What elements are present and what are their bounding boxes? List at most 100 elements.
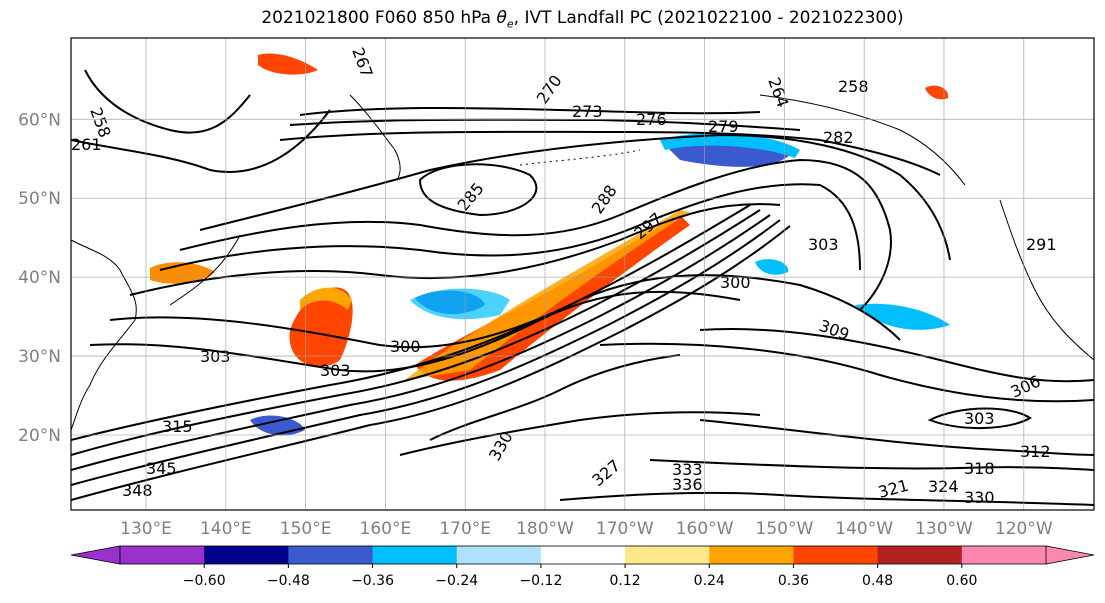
lon-tick-label: 180°W [516,519,574,539]
contour-jet-2 [71,209,761,456]
colorbar-tick-label: 0.48 [862,573,893,589]
contour-303-east [927,407,1032,430]
contour-label-303: 303 [200,347,231,366]
contour-label-258-east: 258 [838,77,869,96]
contour-label-318: 318 [964,459,995,478]
theta-e-contours [71,69,1094,506]
contour-label-324: 324 [928,477,959,496]
coastline-aleutians [519,149,641,166]
colorbar-segment [540,546,626,564]
colorbar-segment [877,546,963,564]
contour-label-312: 312 [1020,442,1051,461]
title-prefix: 2021021800 F060 850 hPa [261,8,497,28]
shading-negative-ne [855,303,950,330]
colorbar-tick-label: −0.36 [351,573,394,589]
colorbar-frame [119,545,1047,565]
colorbar: −0.60 −0.48 −0.36 −0.24 −0.12 0.12 0.24 0.36 0.4… [70,545,1095,589]
contour-312 [699,419,1094,456]
colorbar-segment [120,546,205,564]
shading-negative-bering-edge [660,133,800,158]
lat-tick-label: 50°N [18,189,61,209]
lat-tick-label: 60°N [18,110,61,130]
colorbar-segment [709,546,794,564]
colorbar-segment [456,546,542,564]
coastline-kamchatka [349,94,401,179]
map-panel: 258 261 267 270 273 276 279 282 285 288 … [70,37,1095,511]
map-title: 2021021800 F060 850 hPa θe, IVT Landfall… [0,8,1105,30]
coastline-japan [169,234,241,306]
colorbar-over-extend [1045,545,1095,565]
shading-positive-alaska [925,85,949,100]
contour-label-330-east: 330 [964,488,995,507]
lon-tick-label: 140°E [200,519,252,539]
contour-label-300-east: 300 [720,273,751,292]
colorbar-tick-label: 0.60 [946,573,977,589]
colorbar-segment [793,546,879,564]
contour-label-303-north: 303 [808,235,839,254]
gridlines [71,38,1094,510]
contour-291 [159,183,861,271]
title-theta-subscript: e [506,17,514,31]
lon-tick-label: 170°W [596,519,654,539]
contour-jet-5 [71,225,791,501]
map-border [70,37,1095,511]
contour-jet-4 [71,219,781,486]
colorbar-segment [288,546,374,564]
title-suffix: , IVT Landfall PC (2021022100 - 20210223… [513,8,904,28]
contour-label-300: 300 [390,337,421,356]
colorbar-tick-label: −0.60 [183,573,226,589]
contour-label-336: 336 [672,475,703,494]
shading-positive-jet-edge [405,210,690,380]
lon-tick-label: 170°E [439,519,491,539]
contour-label-348: 348 [122,481,153,500]
lat-tick-label: 20°N [18,426,61,446]
lon-tick-label: 150°W [756,519,814,539]
contour-label-279: 279 [708,117,739,136]
contour-258 [84,69,251,134]
contour-273 [299,106,761,116]
shading-positive-blob-west-edge [300,287,352,310]
latitude-axis: 60°N 50°N 40°N 30°N 20°N [18,110,61,446]
contour-jet-1 [71,204,751,441]
coastline-asia [71,239,137,431]
contour-282 [199,133,951,261]
title-theta-symbol: θ [496,8,507,28]
lon-tick-label: 160°W [676,519,734,539]
contour-label-282: 282 [823,128,854,147]
colorbar-tick-label: 0.12 [610,573,641,589]
contour-label-303-east: 303 [964,409,995,428]
contour-309 [599,342,1094,403]
colorbar-segment [625,546,710,564]
contour-label-261: 261 [71,135,102,154]
colorbar-segment [372,546,458,564]
coastline-alaska [759,94,966,186]
coastline-namerica [999,199,1094,361]
contour-label-273: 273 [572,102,603,121]
colorbar-tick-label: 0.36 [778,573,809,589]
colorbar-tick-label: −0.12 [519,573,562,589]
colorbar-tick-label: −0.24 [435,573,478,589]
lon-tick-label: 130°W [915,519,973,539]
contour-303 [89,290,741,373]
contour-288 [179,158,892,311]
lat-tick-label: 30°N [18,347,61,367]
contour-jet-3 [71,214,771,471]
shading-negative-central-edge [410,288,510,320]
contour-south-1 [559,491,1094,506]
colorbar-under-extend [70,545,121,565]
contour-261 [71,109,331,173]
contour-297 [129,203,781,296]
contour-279 [279,130,941,176]
lon-tick-label: 150°E [280,519,332,539]
contour-label-333: 333 [672,460,703,479]
contour-label-291: 291 [1026,235,1057,254]
colorbar-segment [204,546,289,564]
lat-tick-label: 40°N [18,268,61,288]
contour-306 [699,328,1094,383]
contour-label-315: 315 [162,417,193,436]
lon-tick-label: 160°E [360,519,412,539]
shading-negative-mid [755,259,789,275]
contour-276 [289,118,801,131]
colorbar-tick-label: 0.24 [694,573,725,589]
